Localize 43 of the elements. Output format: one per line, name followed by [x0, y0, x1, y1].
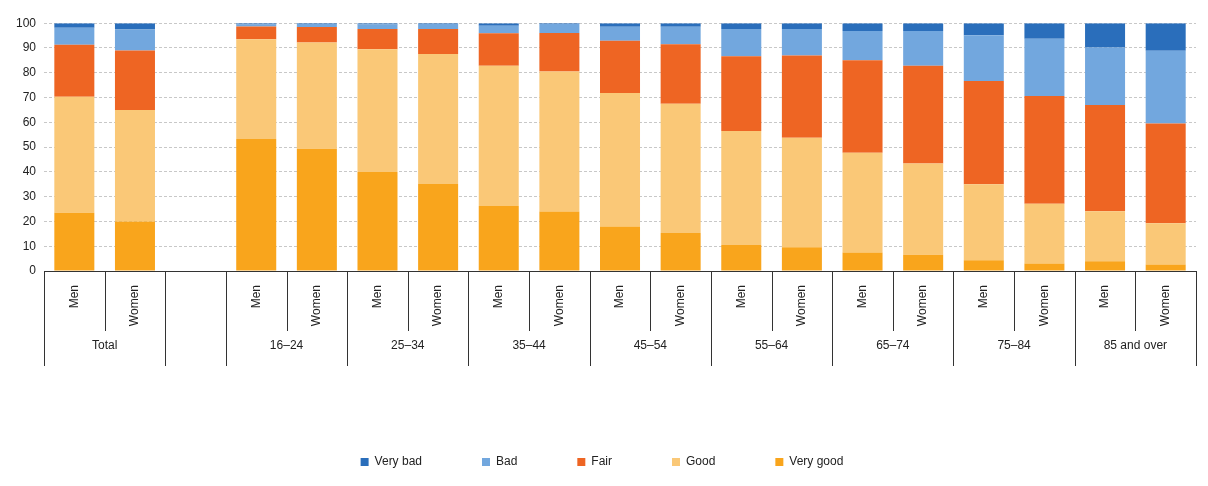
x-tick-label: Women [551, 285, 566, 327]
legend-label: Very good [789, 454, 844, 469]
y-tick-label: 40 [22, 164, 37, 179]
y-tick-label: 60 [22, 114, 37, 129]
x-tick-label: Women [309, 285, 324, 327]
x-tick-label: Men [976, 285, 991, 309]
text: 35–44 [512, 338, 547, 353]
legend-label: Bad [495, 454, 518, 469]
legend-label: Good [685, 454, 716, 469]
text: 45–54 [633, 338, 668, 353]
y-tick-label: 0 [29, 263, 37, 278]
legend-label: Fair [591, 454, 612, 469]
y-tick-label: 20 [22, 213, 37, 228]
x-tick-label: Men [1097, 285, 1112, 309]
y-tick-label: 30 [22, 188, 37, 203]
legend-label: Very bad [374, 454, 422, 469]
text: 75–84 [997, 338, 1032, 353]
text: 55–64 [754, 338, 789, 353]
x-tick-label: Women [127, 285, 142, 327]
x-tick-label: Women [915, 285, 930, 327]
x-tick-label: Women [1158, 285, 1172, 327]
y-tick-label: 90 [22, 40, 37, 55]
y-tick-label: 50 [22, 139, 37, 154]
text: Total [91, 338, 118, 353]
y-tick-label: 70 [22, 89, 37, 104]
x-tick-label: Men [612, 285, 627, 309]
x-tick-label: Women [794, 285, 809, 327]
y-tick-label: 10 [22, 238, 37, 253]
x-tick-label: Women [672, 285, 687, 327]
x-tick-label: Men [733, 285, 748, 309]
x-tick-label: Women [1036, 285, 1051, 327]
x-tick-label: Men [369, 285, 384, 309]
x-tick-label: Women [430, 285, 445, 327]
text: 65–74 [876, 338, 910, 353]
x-tick-label: Men [854, 285, 869, 309]
x-tick-label: Men [248, 285, 263, 309]
text: 16–24 [269, 338, 304, 353]
y-tick-label: 100 [15, 15, 37, 30]
y-tick-label: 80 [22, 65, 37, 80]
x-tick-label: Men [491, 285, 506, 309]
text: 25–34 [391, 338, 425, 353]
text: 85 and over [1103, 338, 1168, 353]
x-tick-label: Men [66, 285, 81, 309]
